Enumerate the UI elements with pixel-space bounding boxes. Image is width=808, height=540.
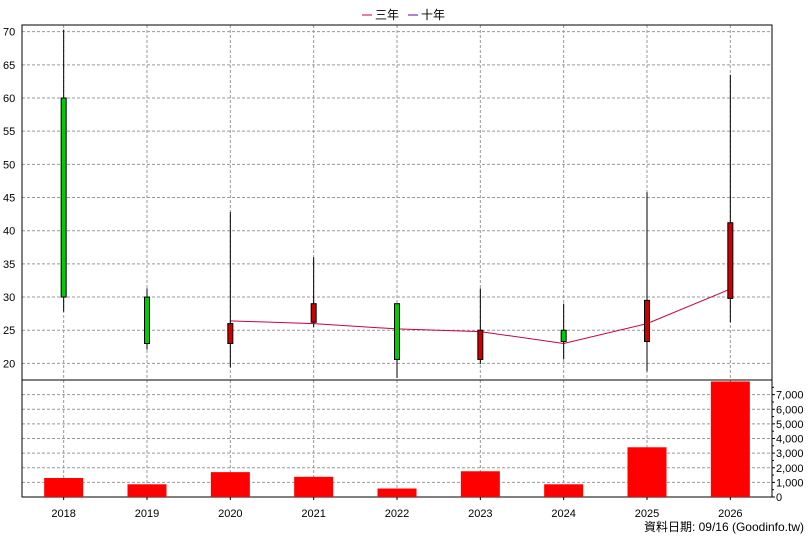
- legend: 三年 十年: [362, 8, 445, 22]
- candle-body: [477, 329, 484, 360]
- volume-y-tick-label: 2,000: [776, 463, 804, 475]
- price-y-tick-label: 70: [3, 27, 15, 39]
- x-tick-label: 2020: [218, 508, 242, 520]
- volume-bar: [377, 488, 417, 497]
- volume-y-tick-label: 7,000: [776, 390, 804, 402]
- volume-bar: [127, 484, 167, 497]
- price-y-tick-label: 65: [3, 60, 15, 72]
- x-tick-label: 2018: [51, 508, 75, 520]
- volume-y-tick-label: 4,000: [776, 434, 804, 446]
- price-y-tick-label: 45: [3, 193, 15, 205]
- price-y-tick-label: 25: [3, 325, 15, 337]
- price-y-tick-label: 60: [3, 93, 15, 105]
- x-tick-label: 2025: [635, 508, 659, 520]
- volume-y-tick-label: 1,000: [776, 477, 804, 489]
- candle-body: [60, 97, 67, 298]
- source-footer: 資料日期: 09/16 (Goodinfo.tw): [644, 520, 804, 534]
- candle-body: [560, 329, 567, 343]
- x-tick-label: 2022: [385, 508, 409, 520]
- candle-body: [727, 222, 734, 299]
- candle-body: [644, 299, 650, 343]
- volume-bar: [710, 381, 750, 497]
- x-tick-label: 2026: [718, 508, 742, 520]
- price-y-tick-label: 55: [3, 126, 15, 138]
- price-y-tick-label: 50: [3, 159, 15, 171]
- volume-bar: [294, 476, 334, 497]
- legend-label-shinian: 十年: [421, 8, 445, 22]
- price-y-tick-label: 30: [3, 292, 15, 304]
- volume-y-tick-label: 5,000: [776, 419, 804, 431]
- candle-body: [227, 323, 234, 345]
- candlesticks: [60, 29, 734, 379]
- legend-label-sannian: 三年: [375, 8, 399, 22]
- price-y-tick-label: 35: [3, 259, 15, 271]
- x-tick-label: 2024: [551, 508, 575, 520]
- x-tick-label: 2019: [135, 508, 159, 520]
- volume-y-axis: 0 1,000 2,000 3,000 4,000 5,000 6,000 7,000: [772, 386, 804, 504]
- candle-body: [394, 303, 400, 360]
- price-y-tick-label: 40: [3, 226, 15, 238]
- volume-bars: [44, 381, 750, 497]
- candle-body: [310, 303, 317, 323]
- price-y-axis: 20 25 30 35 40 45 50 55 60 65 70: [3, 27, 15, 371]
- volume-bar: [210, 472, 250, 497]
- volume-bar: [544, 484, 584, 497]
- volume-bar: [627, 447, 667, 497]
- volume-y-tick-label: 3,000: [776, 448, 804, 460]
- x-tick-label: 2023: [468, 508, 492, 520]
- volume-y-tick-label: 6,000: [776, 404, 804, 416]
- volume-bar: [44, 477, 84, 497]
- price-y-tick-label: 20: [3, 358, 15, 370]
- x-axis: 2018 2019 2020 2021 2022 2023 2024 2025 2026: [51, 497, 743, 520]
- x-tick-label: 2021: [301, 508, 325, 520]
- volume-y-tick-label: 0: [776, 492, 782, 504]
- candle-body: [144, 296, 150, 345]
- volume-bar: [460, 471, 500, 497]
